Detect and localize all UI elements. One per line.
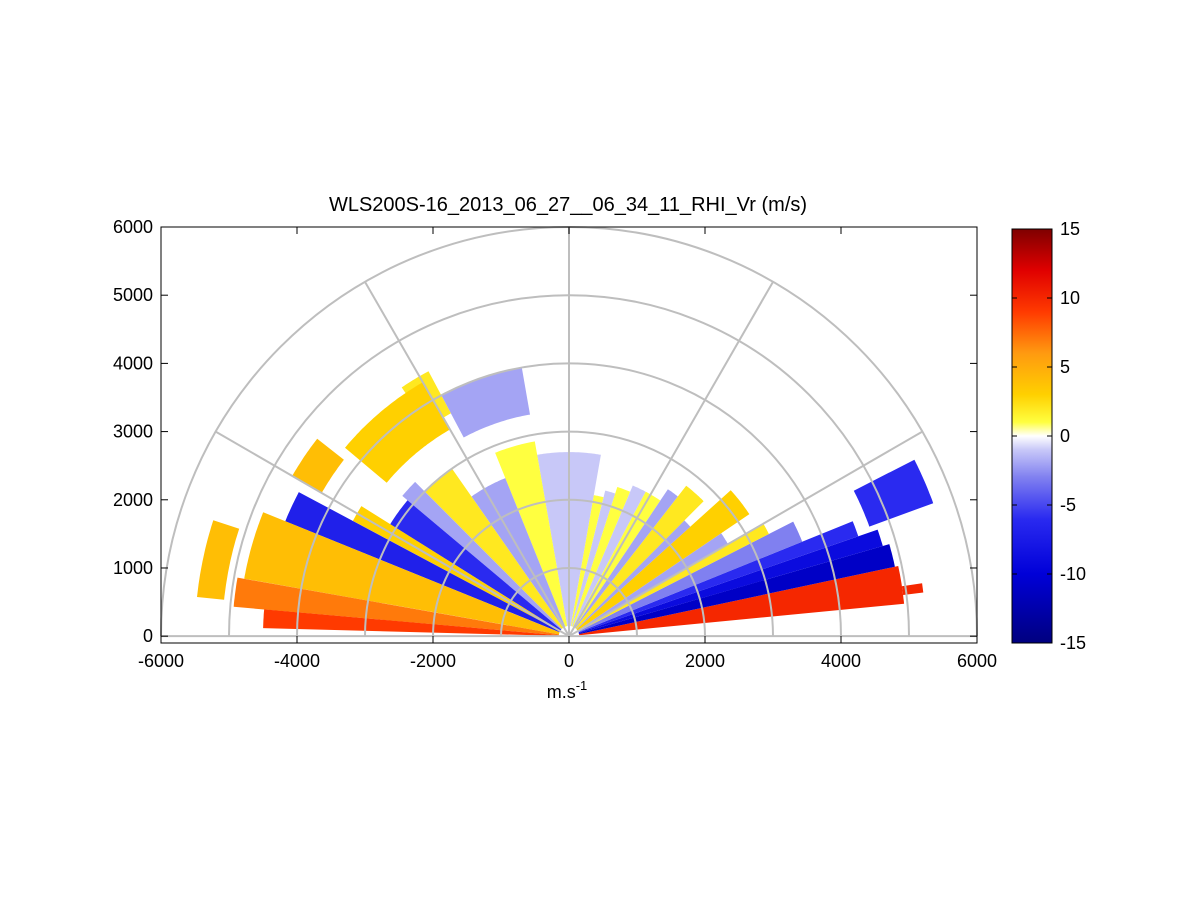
angle-spoke-150	[215, 430, 570, 638]
velocity-sector-9	[576, 520, 691, 630]
colorbar-tick-label: -15	[1060, 633, 1086, 653]
y-tick-label: 2000	[113, 490, 153, 510]
velocity-sector-18	[495, 441, 568, 627]
colorbar-tick-label: 0	[1060, 426, 1070, 446]
x-tick-label: -6000	[138, 651, 184, 671]
angle-spoke-120	[364, 281, 570, 637]
x-tick-label: 4000	[821, 651, 861, 671]
colorbar-ticks: -15 -10 -5 0 5 10 15	[1012, 219, 1086, 653]
velocity-sector-2	[578, 544, 895, 635]
velocity-sector-7	[577, 533, 728, 632]
velocity-sector-25	[244, 512, 560, 635]
velocity-sectors	[197, 367, 934, 636]
x-axis-label: m.s-1	[547, 678, 588, 702]
velocity-sector-28	[853, 459, 934, 527]
velocity-sector-8	[576, 490, 750, 631]
y-tick-label: 1000	[113, 558, 153, 578]
velocity-sector-13	[573, 485, 646, 628]
x-tick-label: 2000	[685, 651, 725, 671]
velocity-sector-33	[197, 520, 240, 600]
y-tick-label: 3000	[113, 422, 153, 442]
colorbar: -15 -10 -5 0 5 10 15	[1011, 219, 1086, 653]
colorbar-tick-label: 10	[1060, 288, 1080, 308]
colorbar-gradient	[1011, 228, 1053, 644]
angle-spoke-60	[568, 281, 774, 637]
velocity-sector-1	[901, 583, 924, 595]
velocity-sector-21	[402, 481, 562, 630]
velocity-sector-31	[345, 382, 450, 483]
chart-title: WLS200S-16_2013_06_27__06_34_11_RHI_Vr (…	[329, 194, 807, 216]
y-tick-label: 4000	[113, 353, 153, 373]
velocity-sector-24	[285, 492, 560, 633]
velocity-sector-4	[578, 521, 859, 633]
y-tick-label: 5000	[113, 285, 153, 305]
velocity-sector-11	[574, 489, 678, 629]
angle-spoke-30	[568, 430, 923, 638]
colorbar-tick-label: -5	[1060, 495, 1076, 515]
x-tick-label: 6000	[957, 651, 997, 671]
velocity-sector-14	[572, 487, 631, 627]
colorbar-tick-label: 5	[1060, 357, 1070, 377]
colorbar-tick-label: 15	[1060, 219, 1080, 239]
velocity-sector-32	[292, 438, 344, 493]
plot-area: -6000 -4000 -2000 0 2000 4000 6000 0 1000 2000 30…	[113, 217, 997, 671]
colorbar-tick-label: -10	[1060, 564, 1086, 584]
velocity-sector-12	[573, 491, 661, 628]
velocity-sector-16	[570, 495, 604, 627]
y-tick-label: 6000	[113, 217, 153, 237]
velocity-sector-0	[579, 566, 905, 636]
x-tick-label: 0	[564, 651, 574, 671]
x-tick-label: -2000	[410, 651, 456, 671]
velocity-sector-27	[263, 609, 559, 636]
y-tick-label: 0	[143, 626, 153, 646]
velocity-sector-22	[390, 500, 562, 631]
velocity-sector-10	[575, 485, 704, 629]
x-axis: -6000 -4000 -2000 0 2000 4000 6000	[138, 227, 997, 671]
velocity-sector-3	[578, 529, 883, 634]
x-tick-label: -4000	[274, 651, 320, 671]
velocity-sector-20	[424, 468, 564, 629]
velocity-sector-15	[571, 490, 616, 627]
velocity-sector-5	[578, 521, 803, 633]
velocity-sector-26	[233, 577, 559, 636]
y-axis: 0 1000 2000 3000 4000 5000 6000	[113, 217, 977, 646]
